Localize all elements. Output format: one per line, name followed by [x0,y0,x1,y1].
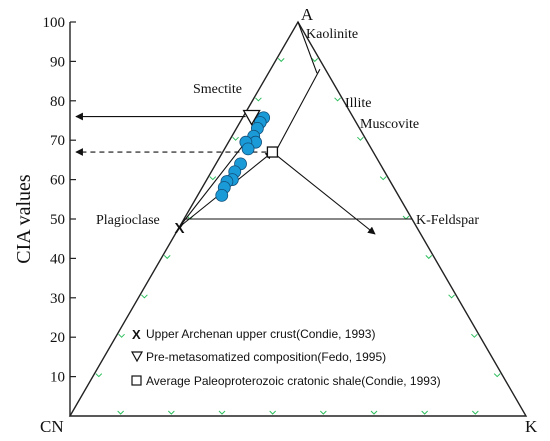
legend: X Upper Archenan upper crust(Condie, 199… [130,327,441,388]
edge-tick [311,58,319,63]
y-tick-label: 70 [50,133,65,149]
mineral-label-k-feldspar: K-Feldspar [416,213,479,228]
mineral-label-muscovite: Muscovite [360,117,419,132]
edge-tick [255,97,262,102]
illite-line [297,21,318,74]
y-tick-label: 20 [50,330,65,346]
sample-point [241,142,255,156]
edge-tick [493,373,501,378]
edge-tick [118,333,125,338]
sample-points [215,111,271,202]
edge-tick [167,410,175,415]
reference-points: X [174,109,279,237]
edge-tick [370,410,378,415]
vertex-k-label: K [525,417,538,436]
y-tick-label: 80 [50,94,65,110]
legend-square-marker [131,375,142,386]
vertex-cn-label: CN [40,417,64,436]
edge-tick [471,333,478,338]
mineral-label-plagioclase: Plagioclase [96,213,160,228]
y-tick-label: 50 [50,212,65,228]
edge-tick [334,97,341,102]
edge-tick [425,255,433,260]
mineral-labels: Kaolinite Smectite Illite Muscovite Plag… [96,27,479,228]
metasomatism-arrow [272,151,376,235]
edge-tick [141,294,148,299]
y-tick-label: 90 [50,54,65,70]
sample-point [215,188,229,202]
vertex-a-label: A [301,5,314,24]
mineral-label-smectite: Smectite [193,82,242,97]
edge-tick [319,410,327,415]
legend-label: Upper Archenan upper crust(Condie, 1993) [146,327,375,341]
edge-tick [277,58,285,63]
y-axis-label: CIA values [13,174,35,264]
y-tick-label: 60 [50,173,65,189]
legend-x-marker: X [132,327,141,342]
y-tick-label: 100 [43,15,66,31]
edge-tick [117,410,125,415]
edge-tick [357,136,364,141]
reference-point-upper-crust: X [174,220,184,237]
legend-triangle-marker [130,351,144,363]
legend-item-pre-metasomatized: Pre-metasomatized composition(Fedo, 1995… [130,350,386,364]
edge-tick [269,410,277,415]
legend-label: Pre-metasomatized composition(Fedo, 1995… [146,350,386,364]
y-axis: 10 20 30 40 50 60 70 80 90 100 CIA values [13,15,76,416]
legend-item-cratonic-shale: Average Paleoproterozoic cratonic shale(… [131,374,441,388]
y-tick-label: 40 [50,251,65,267]
edge-tick [209,176,217,181]
y-tick-label: 30 [50,291,65,307]
reference-point-cratonic-shale [266,146,279,158]
mineral-label-kaolinite: Kaolinite [306,27,358,42]
reference-point-pre-metasomatized [242,109,261,126]
legend-item-upper-crust: X Upper Archenan upper crust(Condie, 199… [132,327,375,342]
edge-tick [421,410,429,415]
edge-tick-marks [95,58,501,415]
edge-tick [95,373,103,378]
edge-tick [163,255,171,260]
edge-tick [379,176,387,181]
y-tick-label: 10 [50,370,65,386]
edge-tick [471,410,479,415]
y-axis-ticks: 10 20 30 40 50 60 70 80 90 100 [43,15,76,386]
shale-upper-line [274,69,321,153]
edge-tick [448,294,455,299]
mineral-label-illite: Illite [345,96,371,111]
legend-label: Average Paleoproterozoic cratonic shale(… [146,374,441,388]
edge-tick [218,410,226,415]
edge-tick [232,136,239,141]
